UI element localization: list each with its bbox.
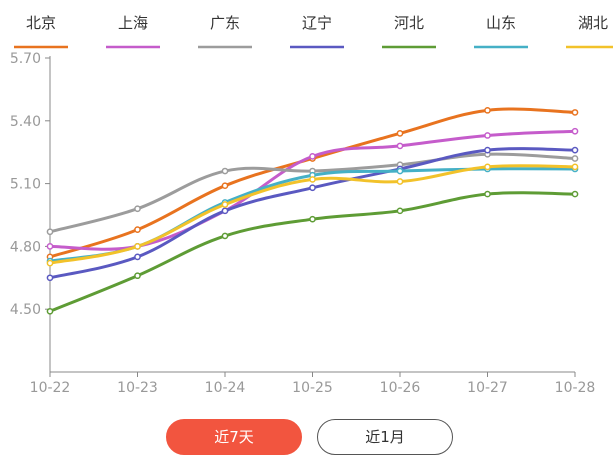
x-tick-label: 10-27 (467, 380, 508, 396)
legend-label: 北京 (26, 14, 56, 32)
data-point (309, 153, 316, 160)
x-tick-label: 10-24 (205, 380, 246, 396)
data-point (396, 130, 404, 137)
legend-label: 山东 (486, 14, 516, 32)
data-point (396, 207, 404, 215)
last-7-days-button[interactable]: 近7天 (166, 419, 302, 455)
data-point (46, 274, 54, 282)
data-point (571, 109, 579, 116)
data-point (309, 215, 316, 223)
data-point (571, 127, 579, 135)
data-point (221, 182, 229, 190)
x-tick-label: 10-26 (380, 380, 421, 396)
x-tick-label: 10-25 (292, 380, 333, 396)
data-point (134, 253, 141, 261)
data-point (134, 205, 141, 213)
data-point (221, 232, 229, 240)
data-point (571, 146, 579, 154)
y-tick-label: 4.50 (10, 302, 41, 318)
data-point (484, 106, 491, 114)
data-point (46, 243, 54, 250)
y-tick-label: 5.40 (10, 114, 41, 130)
data-point (221, 201, 229, 208)
chart-axes: 4.50 4.80 5.10 5.40 5.70 10-22 10-23 10-24 10-25… (10, 51, 596, 396)
x-tick-label: 10-22 (30, 380, 71, 396)
data-point (134, 272, 141, 280)
y-tick-label: 5.70 (10, 51, 41, 67)
chart-series (46, 106, 579, 315)
data-point (484, 190, 491, 198)
data-point (571, 190, 579, 198)
legend-label: 河北 (394, 14, 424, 32)
data-point (396, 142, 404, 150)
legend-label: 广东 (210, 14, 240, 32)
series-line (48, 107, 577, 259)
y-tick-label: 5.10 (10, 177, 41, 193)
data-point (134, 226, 141, 234)
data-point (484, 146, 491, 154)
legend-label: 上海 (118, 14, 148, 32)
x-tick-label: 10-23 (117, 380, 158, 396)
x-tick-label: 10-28 (555, 380, 596, 396)
legend-label: 湖北 (578, 14, 608, 32)
last-1-month-button[interactable]: 近1月 (317, 419, 453, 455)
legend-label: 辽宁 (302, 14, 332, 32)
legend: 北京 上海 广东 辽宁 河北 山东 湖北 (14, 14, 613, 49)
data-point (309, 176, 316, 183)
line-chart: 北京 上海 广东 辽宁 河北 山东 湖北 4.50 4.80 5.10 5.40 5.70 10-22… (10, 14, 613, 396)
data-point (396, 167, 404, 175)
data-point (46, 228, 54, 236)
y-tick-label: 4.80 (10, 239, 41, 255)
data-point (396, 178, 404, 185)
data-point (484, 132, 491, 139)
data-point (221, 167, 229, 175)
data-point (571, 155, 579, 162)
data-point (571, 163, 579, 171)
data-point (46, 259, 54, 267)
data-point (484, 163, 491, 171)
data-point (134, 243, 141, 250)
data-point (46, 307, 54, 315)
data-point (309, 184, 316, 192)
data-point (221, 207, 229, 215)
